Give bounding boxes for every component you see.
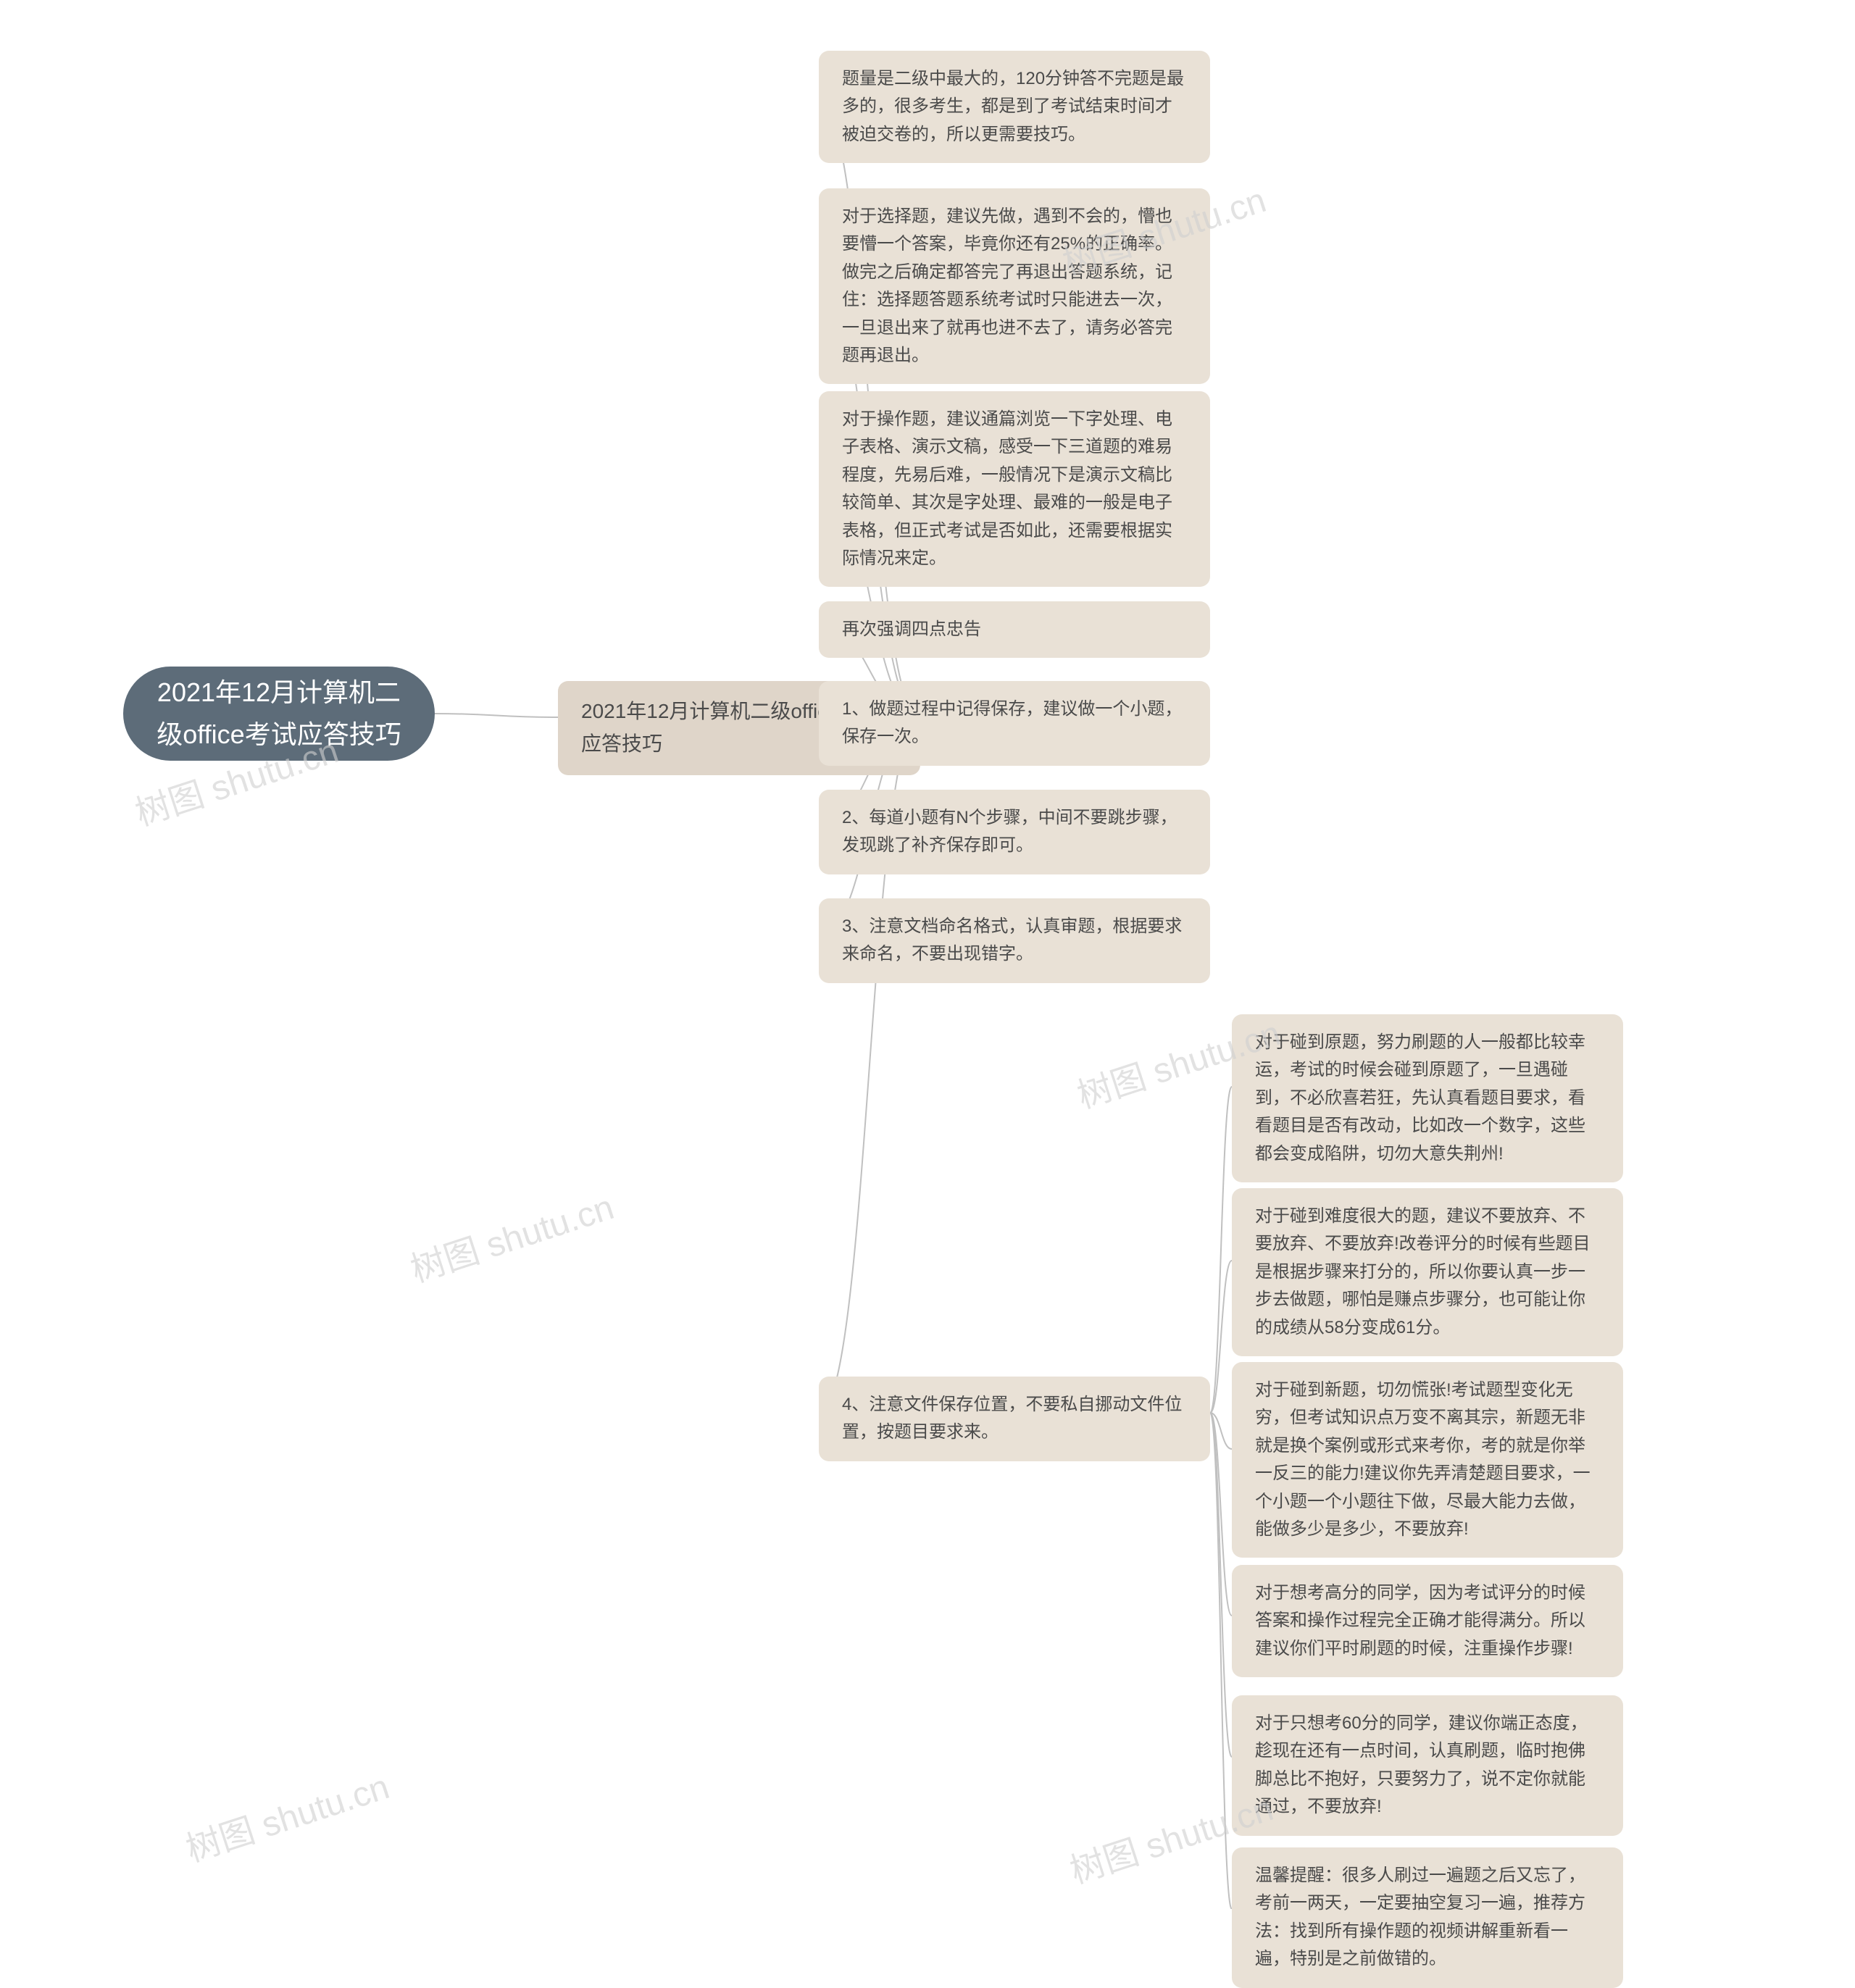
- connector: [1210, 1413, 1232, 1757]
- watermark: 树图 shutu.cn: [178, 1758, 394, 1871]
- leaf-l1-5[interactable]: 2、每道小题有N个步骤，中间不要跳步骤，发现跳了补齐保存即可。: [819, 790, 1210, 874]
- leaf-l1-3-label: 再次强调四点忠告: [842, 616, 981, 643]
- leaf-l1-4-label: 1、做题过程中记得保存，建议做一个小题，保存一次。: [842, 696, 1187, 751]
- leaf-l2-2-label: 对于碰到新题，切勿慌张!考试题型变化无穷，但考试知识点万变不离其宗，新题无非就是…: [1255, 1377, 1600, 1543]
- connector: [1210, 1413, 1232, 1616]
- connector: [1210, 1087, 1232, 1413]
- connector: [1210, 1413, 1232, 1449]
- connector: [435, 714, 558, 717]
- leaf-l2-1-label: 对于碰到难度很大的题，建议不要放弃、不要放弃、不要放弃!改卷评分的时候有些题目是…: [1255, 1203, 1600, 1342]
- leaf-l1-7[interactable]: 4、注意文件保存位置，不要私自挪动文件位置，按题目要求来。: [819, 1377, 1210, 1461]
- root-node-label: 2021年12月计算机二级office考试应答技巧: [152, 672, 406, 755]
- leaf-l2-4-label: 对于只想考60分的同学，建议你端正态度，趁现在还有一点时间，认真刷题，临时抱佛脚…: [1255, 1710, 1600, 1821]
- leaf-l1-6-label: 3、注意文档命名格式，认真审题，根据要求来命名，不要出现错字。: [842, 913, 1187, 969]
- leaf-l1-4[interactable]: 1、做题过程中记得保存，建议做一个小题，保存一次。: [819, 681, 1210, 766]
- leaf-l1-1[interactable]: 对于选择题，建议先做，遇到不会的，懵也要懵一个答案，毕竟你还有25%的正确率。做…: [819, 188, 1210, 384]
- leaf-l2-5[interactable]: 温馨提醒：很多人刷过一遍题之后又忘了，考前一两天，一定要抽空复习一遍，推荐方法：…: [1232, 1847, 1623, 1988]
- leaf-l1-2-label: 对于操作题，建议通篇浏览一下字处理、电子表格、演示文稿，感受一下三道题的难易程度…: [842, 406, 1187, 572]
- leaf-l2-1[interactable]: 对于碰到难度很大的题，建议不要放弃、不要放弃、不要放弃!改卷评分的时候有些题目是…: [1232, 1188, 1623, 1356]
- leaf-l2-0[interactable]: 对于碰到原题，努力刷题的人一般都比较幸运，考试的时候会碰到原题了，一旦遇碰到，不…: [1232, 1014, 1623, 1182]
- leaf-l1-5-label: 2、每道小题有N个步骤，中间不要跳步骤，发现跳了补齐保存即可。: [842, 804, 1187, 860]
- leaf-l1-0-label: 题量是二级中最大的，120分钟答不完题是最多的，很多考生，都是到了考试结束时间才…: [842, 65, 1187, 149]
- watermark: 树图 shutu.cn: [403, 1179, 619, 1292]
- leaf-l1-1-label: 对于选择题，建议先做，遇到不会的，懵也要懵一个答案，毕竟你还有25%的正确率。做…: [842, 203, 1187, 369]
- connector: [1210, 1413, 1232, 1909]
- leaf-l2-0-label: 对于碰到原题，努力刷题的人一般都比较幸运，考试的时候会碰到原题了，一旦遇碰到，不…: [1255, 1029, 1600, 1168]
- leaf-l1-0[interactable]: 题量是二级中最大的，120分钟答不完题是最多的，很多考生，都是到了考试结束时间才…: [819, 51, 1210, 163]
- leaf-l2-4[interactable]: 对于只想考60分的同学，建议你端正态度，趁现在还有一点时间，认真刷题，临时抱佛脚…: [1232, 1695, 1623, 1836]
- leaf-l2-3[interactable]: 对于想考高分的同学，因为考试评分的时候答案和操作过程完全正确才能得满分。所以建议…: [1232, 1565, 1623, 1677]
- leaf-l2-5-label: 温馨提醒：很多人刷过一遍题之后又忘了，考前一两天，一定要抽空复习一遍，推荐方法：…: [1255, 1862, 1600, 1974]
- leaf-l2-2[interactable]: 对于碰到新题，切勿慌张!考试题型变化无穷，但考试知识点万变不离其宗，新题无非就是…: [1232, 1362, 1623, 1558]
- connector: [1210, 1261, 1232, 1413]
- root-node[interactable]: 2021年12月计算机二级office考试应答技巧: [123, 667, 435, 761]
- leaf-l2-3-label: 对于想考高分的同学，因为考试评分的时候答案和操作过程完全正确才能得满分。所以建议…: [1255, 1579, 1600, 1663]
- leaf-l1-6[interactable]: 3、注意文档命名格式，认真审题，根据要求来命名，不要出现错字。: [819, 898, 1210, 983]
- leaf-l1-7-label: 4、注意文件保存位置，不要私自挪动文件位置，按题目要求来。: [842, 1391, 1187, 1447]
- leaf-l1-3[interactable]: 再次强调四点忠告: [819, 601, 1210, 658]
- leaf-l1-2[interactable]: 对于操作题，建议通篇浏览一下字处理、电子表格、演示文稿，感受一下三道题的难易程度…: [819, 391, 1210, 587]
